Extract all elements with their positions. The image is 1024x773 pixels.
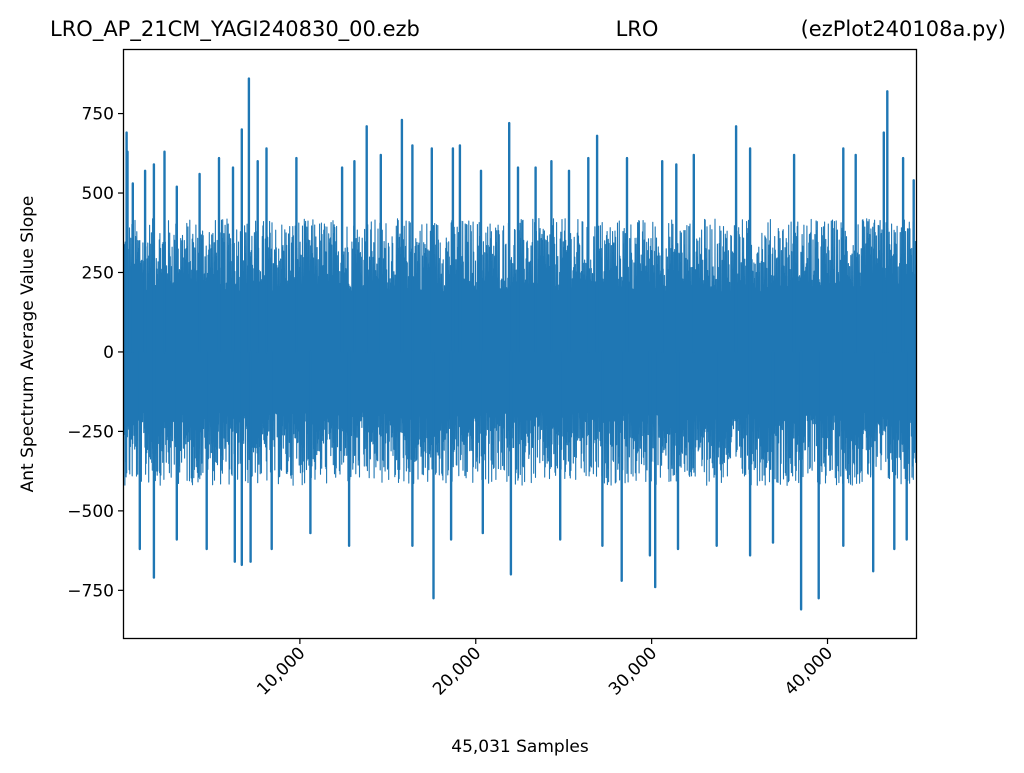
x-axis: 10,000 20,000 30,000 40,000 xyxy=(253,638,837,700)
y-tick-label: 750 xyxy=(82,105,114,125)
y-tick-label: −750 xyxy=(67,581,114,601)
chart-title-script: (ezPlot240108a.py) xyxy=(801,17,1006,41)
chart-title-observatory: LRO xyxy=(616,17,659,41)
y-tick-label: 0 xyxy=(103,343,114,363)
y-axis: −750 −500 −250 0 250 500 750 xyxy=(67,105,124,601)
x-axis-label: 45,031 Samples xyxy=(451,737,589,757)
series-line xyxy=(123,217,917,486)
chart-title-filename: LRO_AP_21CM_YAGI240830_00.ezb xyxy=(50,17,420,42)
y-tick-label: 500 xyxy=(82,184,114,204)
x-tick-label: 10,000 xyxy=(253,643,309,699)
y-tick-label: 250 xyxy=(82,263,114,283)
series-spikes xyxy=(125,77,915,611)
plot-area xyxy=(123,77,917,611)
x-tick-label: 40,000 xyxy=(781,643,837,699)
plot-frame xyxy=(122,48,918,640)
y-tick-label: −250 xyxy=(67,422,114,442)
y-tick-label: −500 xyxy=(67,502,114,522)
x-tick-label: 20,000 xyxy=(429,643,485,699)
x-tick-label: 30,000 xyxy=(605,643,661,699)
y-axis-label: Ant Spectrum Average Value Slope xyxy=(18,196,38,493)
